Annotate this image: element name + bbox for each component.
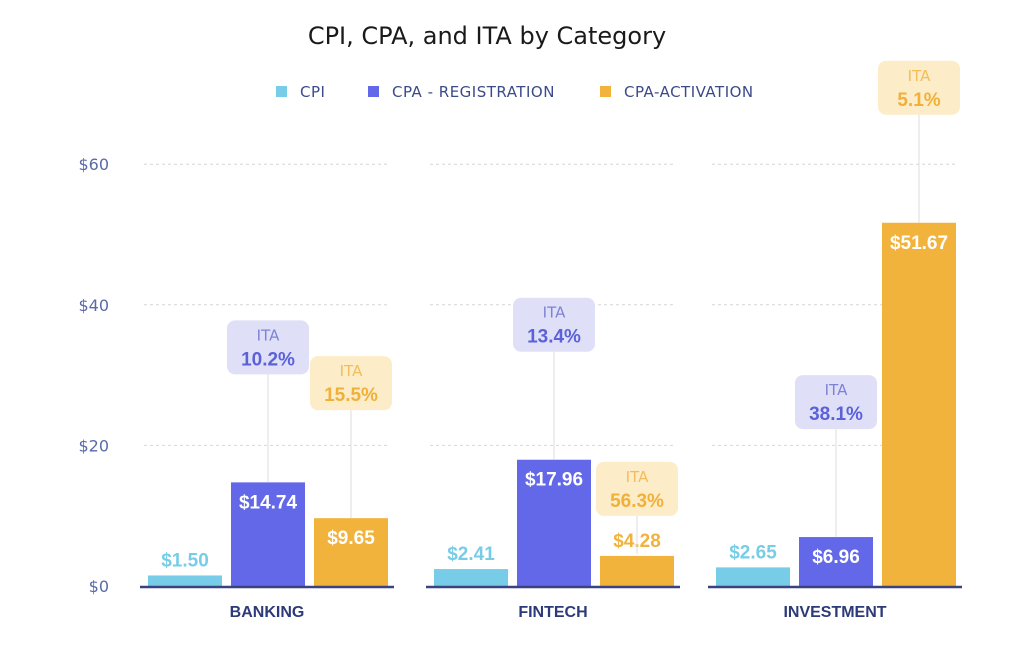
bar (434, 569, 508, 586)
ita-value: 38.1% (809, 404, 863, 425)
bar-value-label: $2.65 (729, 542, 777, 563)
ita-label: ITA (340, 362, 363, 380)
ita-label: ITA (908, 67, 931, 85)
ita-value: 10.2% (241, 349, 295, 370)
ita-box (795, 375, 877, 430)
bar (716, 567, 790, 586)
bar (799, 537, 873, 586)
bar-value-label: $1.50 (161, 550, 209, 571)
ita-label: ITA (626, 468, 649, 486)
ita-box (596, 461, 678, 516)
bar (148, 575, 222, 586)
ita-label: ITA (543, 304, 566, 322)
y-axis: $0 $20 $40 $60 (78, 155, 109, 596)
bar-value-label: $17.96 (525, 470, 583, 491)
category-labels: BANKING FINTECH INVESTMENT (230, 604, 887, 621)
ita-box (878, 60, 960, 115)
category-label: INVESTMENT (783, 604, 886, 621)
bar (517, 459, 591, 586)
y-tick-label: $60 (78, 155, 109, 174)
bar-value-label: $2.41 (447, 544, 495, 565)
category-label: BANKING (230, 604, 305, 621)
ita-callouts: ITA 10.2% ITA 15.5% ITA 13.4% ITA 56.3% ITA 38.1%… (227, 60, 960, 554)
bars: $1.50$14.74$9.65$2.41$17.96$4.28$2.65 $6.… (148, 222, 956, 587)
ita-value: 15.5% (324, 385, 378, 406)
legend-swatch (600, 86, 611, 97)
bar-value-label: $9.65 (327, 528, 375, 549)
ita-box (513, 297, 595, 352)
ita-label: ITA (825, 381, 848, 399)
legend-label: CPA-ACTIVATION (624, 83, 754, 101)
legend: CPI CPA - REGISTRATION CPA-ACTIVATION (276, 83, 754, 101)
ita-label: ITA (257, 326, 280, 344)
legend-swatch (368, 86, 379, 97)
y-tick-label: $20 (78, 436, 109, 455)
bar (314, 518, 388, 586)
y-tick-label: $0 (89, 577, 109, 596)
bar-value-label: $14.74 (239, 492, 298, 513)
bar (600, 555, 674, 586)
ita-value: 5.1% (897, 90, 940, 111)
ita-box (227, 320, 309, 375)
category-label: FINTECH (518, 604, 587, 621)
ita-box (310, 356, 392, 411)
bar (231, 482, 305, 586)
ita-value: 13.4% (527, 327, 581, 348)
legend-swatch (276, 86, 287, 97)
bar (882, 222, 956, 587)
legend-label: CPA - REGISTRATION (392, 83, 555, 101)
chart-title: CPI, CPA, and ITA by Category (308, 22, 666, 50)
bar-value-label: $51.67 (890, 233, 948, 254)
bar-value-label: $6.96 (812, 547, 860, 568)
ita-value: 56.3% (610, 491, 664, 512)
legend-label: CPI (300, 83, 325, 101)
y-tick-label: $40 (78, 296, 109, 315)
gridlines (144, 163, 958, 446)
